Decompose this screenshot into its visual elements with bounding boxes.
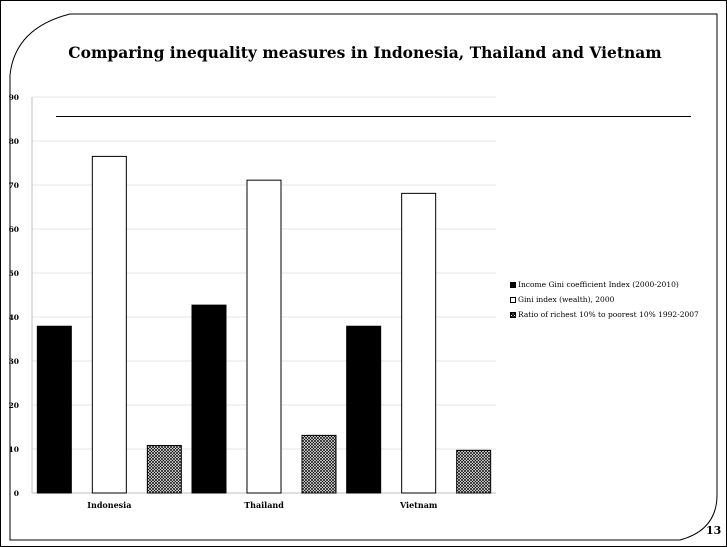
- legend-item-income-gini: Income Gini coefficient Index (2000-2010…: [510, 279, 727, 290]
- bar-thailand-series-2: [246, 179, 282, 494]
- bar-thailand-series-3: [301, 434, 337, 494]
- legend-swatch-solid: [510, 281, 516, 288]
- y-tick-label: 60: [9, 225, 19, 234]
- legend-item-wealth-gini: Gini index (wealth), 2000: [510, 294, 727, 305]
- legend-label: Income Gini coefficient Index (2000-2010…: [518, 280, 679, 289]
- y-tick-label: 90: [9, 93, 19, 102]
- bar-vietnam-series-1: [346, 325, 382, 494]
- bar-indonesia-series-3: [146, 444, 182, 494]
- legend-swatch-hatched: [510, 311, 516, 318]
- y-tick-label: 70: [9, 181, 19, 190]
- legend-item-ratio: Ratio of richest 10% to poorest 10% 1992…: [510, 309, 727, 320]
- chart-legend: Income Gini coefficient Index (2000-2010…: [510, 279, 727, 324]
- legend-swatch-outline: [510, 296, 516, 303]
- legend-label: Ratio of richest 10% to poorest 10% 1992…: [518, 310, 699, 319]
- y-tick-label: 40: [9, 313, 19, 322]
- x-tick-label: Thailand: [244, 500, 284, 510]
- x-tick-label: Vietnam: [399, 500, 438, 510]
- title-divider: [56, 116, 691, 117]
- bar-indonesia-series-2: [91, 155, 127, 494]
- bar-thailand-series-1: [191, 304, 227, 494]
- y-tick-label: 0: [14, 489, 19, 498]
- y-tick-label: 80: [9, 137, 19, 146]
- x-tick-label: Indonesia: [87, 500, 131, 510]
- page-number: 13: [706, 524, 722, 537]
- legend-label: Gini index (wealth), 2000: [518, 295, 615, 304]
- y-tick-label: 50: [9, 269, 19, 278]
- bar-vietnam-series-2: [401, 192, 437, 494]
- bar-vietnam-series-3: [456, 449, 492, 494]
- bar-indonesia-series-1: [36, 325, 72, 494]
- slide-title: Comparing inequality measures in Indones…: [68, 43, 662, 62]
- y-tick-label: 20: [9, 401, 19, 410]
- y-tick-label: 10: [9, 445, 19, 454]
- y-tick-label: 30: [9, 357, 19, 366]
